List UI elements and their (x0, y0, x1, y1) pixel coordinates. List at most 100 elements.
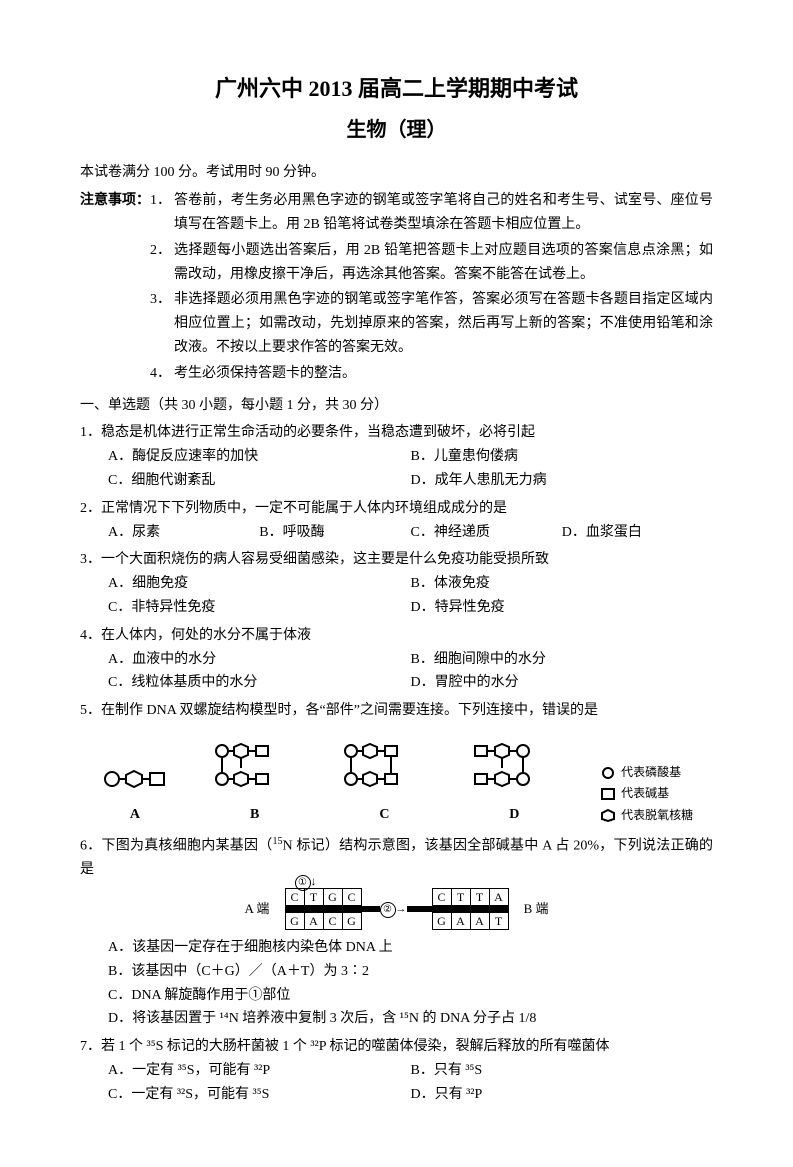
option-a: A．尿素 (108, 521, 259, 545)
figure-option-d: D (469, 733, 559, 827)
question-options: A．该基因一定存在于细胞核内染色体 DNA 上 B．该基因中（C＋G）／（A＋T… (80, 936, 713, 1031)
option-a: A．细胞免疫 (108, 572, 411, 596)
exam-intro: 本试卷满分 100 分。考试用时 90 分钟。 (80, 161, 713, 185)
option-b: B．儿童患佝偻病 (411, 445, 714, 469)
option-b: B．细胞间隙中的水分 (411, 648, 714, 672)
option-c: C．非特异性免疫 (108, 596, 411, 620)
question-stem: 5．在制作 DNA 双螺旋结构模型时，各“部件”之间需要连接。下列连接中，错误的… (80, 699, 713, 723)
gene-right-label: B 端 (524, 898, 549, 920)
section-heading: 一、单选题（共 30 小题，每小题 1 分，共 30 分） (80, 394, 713, 418)
base-cell: C (342, 888, 362, 906)
option-c: C．一定有 ³²S，可能有 ³⁵S (108, 1083, 411, 1107)
option-c: C．神经递质 (411, 521, 562, 545)
question-3: 3．一个大面积烧伤的病人容易受细菌感染，这主要是什么免疫功能受损所致 A．细胞免… (80, 548, 713, 619)
stem-text: 6．下图为真核细胞内某基因（ (80, 838, 272, 853)
notice-num: 4． (150, 362, 174, 386)
question-stem: 6．下图为真核细胞内某基因（15N 标记）结构示意图，该基因全部碱基中 A 占 … (80, 833, 713, 882)
base-cell: C (323, 912, 342, 930)
notice-text: 答卷前，考生务必用黑色字迹的钢笔或签字笔将自己的姓名和考生号、试室号、座位号填写… (174, 189, 713, 237)
exam-title-line2: 生物（理） (80, 113, 713, 147)
option-b: B．体液免疫 (411, 572, 714, 596)
dna-part-icon (469, 733, 559, 803)
option-d: D．只有 ³²P (411, 1083, 714, 1107)
question-1: 1．稳态是机体进行正常生命活动的必要条件，当稳态遭到破坏，必将引起 A．酶促反应… (80, 421, 713, 492)
option-b: B．呼吸酶 (259, 521, 410, 545)
question-options: A．血液中的水分 B．细胞间隙中的水分 C．线粒体基质中的水分 D．胃腔中的水分 (80, 648, 713, 696)
option-a: A．一定有 ³⁵S，可能有 ³²P (108, 1059, 411, 1083)
question-stem: 3．一个大面积烧伤的病人容易受细菌感染，这主要是什么免疫功能受损所致 (80, 548, 713, 572)
base-cell: A (470, 912, 489, 930)
gene-marker-1: ①↓ (295, 870, 317, 894)
figure-option-a: A (100, 755, 170, 827)
notice-text: 考生必须保持答题卡的整洁。 (174, 362, 713, 386)
base-cell: T (451, 888, 470, 906)
question-stem: 2．正常情况下下列物质中，一定不可能属于人体内环境组成成分的是 (80, 497, 713, 521)
notice-item: 1． 答卷前，考生务必用黑色字迹的钢笔或签字笔将自己的姓名和考生号、试室号、座位… (150, 189, 713, 237)
notice-num: 1． (150, 189, 174, 237)
question-figure: A B (80, 733, 713, 827)
base-cell: A (451, 912, 470, 930)
figure-label: B (250, 803, 259, 827)
base-cell: A (489, 888, 509, 906)
option-c: C．DNA 解旋酶作用于①部位 (108, 984, 713, 1008)
option-d: D．将该基因置于 ¹⁴N 培养液中复制 3 次后，含 ¹⁵N 的 DNA 分子占… (108, 1007, 713, 1031)
notice-body: 1． 答卷前，考生务必用黑色字迹的钢笔或签字笔将自己的姓名和考生号、试室号、座位… (150, 189, 713, 387)
base-cell: G (342, 912, 362, 930)
question-5: 5．在制作 DNA 双螺旋结构模型时，各“部件”之间需要连接。下列连接中，错误的… (80, 699, 713, 827)
notice-block: 注意事项： 1． 答卷前，考生务必用黑色字迹的钢笔或签字笔将自己的姓名和考生号、… (80, 189, 713, 387)
option-d: D．胃腔中的水分 (411, 671, 714, 695)
legend-text: 代表磷酸基 (621, 763, 681, 782)
notice-item: 2． 选择题每小题选出答案后，用 2B 铅笔把答题卡上对应题目选项的答案信息点涂… (150, 239, 713, 287)
question-stem: 7．若 1 个 ³⁵S 标记的大肠杆菌被 1 个 ³²P 标记的噬菌体侵染，裂解… (80, 1035, 713, 1059)
dna-part-icon (100, 755, 170, 803)
option-c: C．细胞代谢紊乱 (108, 469, 411, 493)
gene-figure: A 端 B 端 ①↓ C T G C C T T A ②→ G A C G (80, 888, 713, 930)
gene-left-label: A 端 (245, 898, 270, 920)
legend-row: 代表碱基 (599, 784, 693, 803)
question-4: 4．在人体内，何处的水分不属于体液 A．血液中的水分 B．细胞间隙中的水分 C．… (80, 624, 713, 695)
option-b: B．该基因中（C＋G）／（A＋T）为 3∶2 (108, 960, 713, 984)
figure-label: D (509, 803, 519, 827)
base-cell: T (489, 912, 509, 930)
notice-label: 注意事项： (80, 189, 150, 387)
option-d: D．血浆蛋白 (562, 521, 713, 545)
question-7: 7．若 1 个 ³⁵S 标记的大肠杆菌被 1 个 ³²P 标记的噬菌体侵染，裂解… (80, 1035, 713, 1106)
option-c: C．线粒体基质中的水分 (108, 671, 411, 695)
legend-row: 代表脱氧核糖 (599, 806, 693, 825)
pentagon-icon (599, 808, 617, 822)
question-2: 2．正常情况下下列物质中，一定不可能属于人体内环境组成成分的是 A．尿素 B．呼… (80, 497, 713, 545)
option-a: A．该基因一定存在于细胞核内染色体 DNA 上 (108, 936, 713, 960)
option-d: D．特异性免疫 (411, 596, 714, 620)
isotope-sup: 15 (272, 836, 282, 847)
base-cell: C (432, 888, 451, 906)
question-options: A．细胞免疫 B．体液免疫 C．非特异性免疫 D．特异性免疫 (80, 572, 713, 620)
notice-item: 4． 考生必须保持答题卡的整洁。 (150, 362, 713, 386)
option-a: A．血液中的水分 (108, 648, 411, 672)
figure-label: A (130, 803, 140, 827)
notice-text: 选择题每小题选出答案后，用 2B 铅笔把答题卡上对应题目选项的答案信息点涂黑；如… (174, 239, 713, 287)
base-cell: G (432, 912, 451, 930)
legend-text: 代表脱氧核糖 (621, 806, 693, 825)
option-a: A．酶促反应速率的加快 (108, 445, 411, 469)
notice-num: 3． (150, 288, 174, 359)
question-stem: 1．稳态是机体进行正常生命活动的必要条件，当稳态遭到破坏，必将引起 (80, 421, 713, 445)
base-cell: T (470, 888, 489, 906)
gene-mid-bar: ②→ (285, 906, 509, 912)
option-b: B．只有 ³⁵S (411, 1059, 714, 1083)
option-d: D．成年人患肌无力病 (411, 469, 714, 493)
base-cell: A (304, 912, 323, 930)
figure-label: C (379, 803, 389, 827)
notice-item: 3． 非选择题必须用黑色字迹的钢笔或签字笔作答，答案必须写在答题卡各题目指定区域… (150, 288, 713, 359)
figure-option-c: C (339, 733, 429, 827)
question-options: A．一定有 ³⁵S，可能有 ³²P B．只有 ³⁵S C．一定有 ³²S，可能有… (80, 1059, 713, 1107)
square-icon (599, 787, 617, 801)
question-stem: 4．在人体内，何处的水分不属于体液 (80, 624, 713, 648)
legend-text: 代表碱基 (621, 784, 669, 803)
notice-num: 2． (150, 239, 174, 287)
question-options: A．尿素 B．呼吸酶 C．神经递质 D．血浆蛋白 (80, 521, 713, 545)
figure-legend: 代表磷酸基 代表碱基 代表脱氧核糖 (599, 763, 693, 827)
figure-option-b: B (210, 733, 300, 827)
question-options: A．酶促反应速率的加快 B．儿童患佝偻病 C．细胞代谢紊乱 D．成年人患肌无力病 (80, 445, 713, 493)
notice-text: 非选择题必须用黑色字迹的钢笔或签字笔作答，答案必须写在答题卡各题目指定区域内相应… (174, 288, 713, 359)
gene-marker-2: ②→ (380, 900, 407, 919)
